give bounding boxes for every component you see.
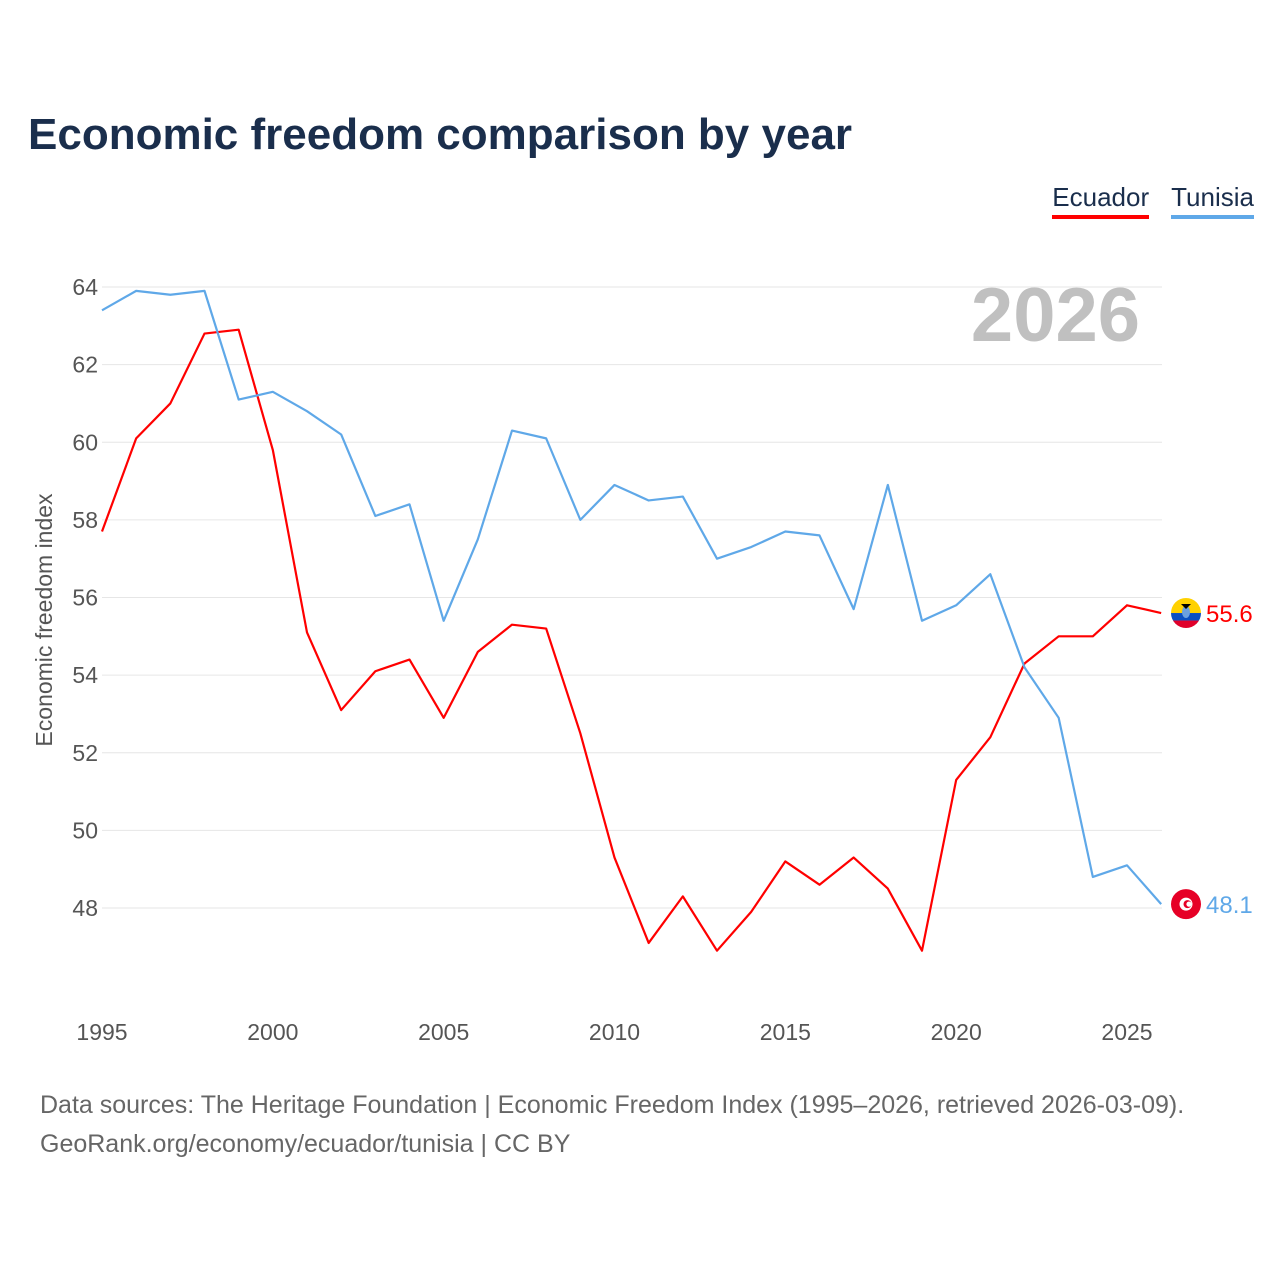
x-tick-label: 2005 (418, 1019, 469, 1045)
y-tick-label: 58 (72, 507, 98, 533)
source-link[interactable]: GeoRank.org/economy/ecuador/tunisia | CC… (40, 1130, 571, 1158)
x-tick-label: 2000 (247, 1019, 298, 1045)
legend-tunisia[interactable]: Tunisia (1171, 182, 1254, 219)
flag-tunisia-icon (1171, 889, 1201, 920)
x-tick-label: 2015 (760, 1019, 811, 1045)
y-tick-label: 64 (72, 274, 98, 300)
y-tick-label: 62 (72, 352, 98, 378)
x-tick-label: 2010 (589, 1019, 640, 1045)
flag-crescent-cut (1186, 901, 1192, 907)
end-value-label-ecuador: 55.6 (1206, 601, 1253, 628)
y-tick-label: 52 (72, 740, 98, 766)
flag-ecuador-icon (1171, 598, 1201, 629)
x-tick-label: 1995 (76, 1019, 127, 1045)
x-tick-label: 2025 (1101, 1019, 1152, 1045)
source-note: Data sources: The Heritage Foundation | … (40, 1091, 1185, 1119)
y-tick-label: 50 (72, 817, 98, 843)
y-tick-label: 48 (72, 895, 98, 921)
flag-red (1171, 620, 1201, 629)
legend: Ecuador Tunisia (1052, 182, 1254, 219)
flag-emblem (1182, 606, 1190, 619)
flag-condor (1181, 604, 1191, 610)
series-line-tunisia (101, 289, 1162, 905)
series-line-ecuador (100, 328, 1162, 952)
y-axis-label: Economic freedom index (31, 493, 57, 747)
y-tick-label: 56 (72, 585, 98, 611)
chart-title: Economic freedom comparison by year (28, 110, 853, 159)
flag-stripes (1171, 598, 1201, 629)
x-tick-label: 2020 (931, 1019, 982, 1045)
end-value-label-tunisia: 48.1 (1206, 892, 1253, 919)
y-tick-label: 60 (72, 429, 98, 455)
year-watermark: 2026 (971, 273, 1140, 358)
legend-ecuador[interactable]: Ecuador (1052, 182, 1150, 219)
footer: Data sources: The Heritage Foundation | … (40, 1086, 1184, 1164)
y-tick-label: 54 (72, 662, 98, 688)
